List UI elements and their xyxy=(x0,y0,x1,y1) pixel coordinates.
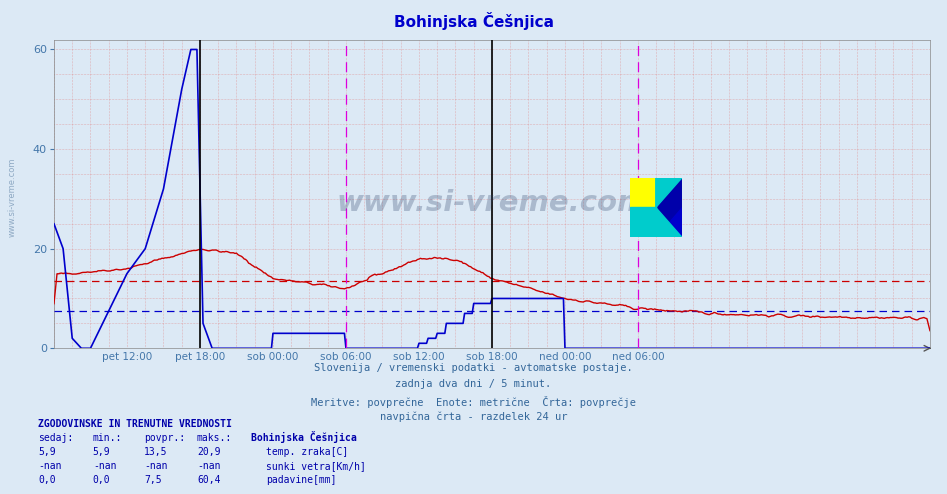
Text: navpična črta - razdelek 24 ur: navpična črta - razdelek 24 ur xyxy=(380,412,567,422)
Polygon shape xyxy=(630,207,656,237)
Polygon shape xyxy=(656,207,682,237)
Text: sedaj:: sedaj: xyxy=(38,433,73,443)
Text: sunki vetra[Km/h]: sunki vetra[Km/h] xyxy=(266,461,366,471)
Text: www.si-vreme.com: www.si-vreme.com xyxy=(8,158,17,237)
Bar xyxy=(630,178,656,207)
Text: padavine[mm]: padavine[mm] xyxy=(266,475,336,485)
Text: 7,5: 7,5 xyxy=(144,475,162,485)
Text: temp. zraka[C]: temp. zraka[C] xyxy=(266,447,348,457)
Text: povpr.:: povpr.: xyxy=(144,433,185,443)
Text: min.:: min.: xyxy=(93,433,122,443)
Text: Slovenija / vremenski podatki - avtomatske postaje.: Slovenija / vremenski podatki - avtomats… xyxy=(314,363,633,373)
Bar xyxy=(630,178,656,207)
Text: maks.:: maks.: xyxy=(197,433,232,443)
Text: Bohinjska Češnjica: Bohinjska Češnjica xyxy=(394,12,553,30)
Polygon shape xyxy=(656,178,682,237)
Text: -nan: -nan xyxy=(38,461,62,471)
Text: 60,4: 60,4 xyxy=(197,475,221,485)
Text: Meritve: povprečne  Enote: metrične  Črta: povprečje: Meritve: povprečne Enote: metrične Črta:… xyxy=(311,396,636,408)
Text: 5,9: 5,9 xyxy=(93,447,111,457)
Text: -nan: -nan xyxy=(93,461,116,471)
Text: 0,0: 0,0 xyxy=(93,475,111,485)
Polygon shape xyxy=(656,178,682,207)
Text: 5,9: 5,9 xyxy=(38,447,56,457)
Text: ZGODOVINSKE IN TRENUTNE VREDNOSTI: ZGODOVINSKE IN TRENUTNE VREDNOSTI xyxy=(38,419,232,429)
Text: zadnja dva dni / 5 minut.: zadnja dva dni / 5 minut. xyxy=(396,379,551,389)
Text: 0,0: 0,0 xyxy=(38,475,56,485)
Text: 20,9: 20,9 xyxy=(197,447,221,457)
Text: -nan: -nan xyxy=(144,461,168,471)
Text: Bohinjska Češnjica: Bohinjska Češnjica xyxy=(251,431,357,443)
Polygon shape xyxy=(656,207,682,237)
Text: www.si-vreme.com: www.si-vreme.com xyxy=(336,189,648,217)
Text: 13,5: 13,5 xyxy=(144,447,168,457)
Text: -nan: -nan xyxy=(197,461,221,471)
